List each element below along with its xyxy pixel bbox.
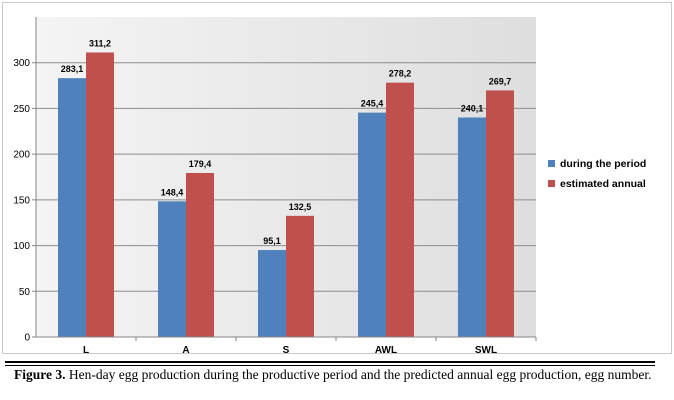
y-tick-label: 50 bbox=[19, 287, 31, 298]
y-tick-label: 250 bbox=[13, 104, 30, 115]
bar bbox=[158, 201, 186, 337]
data-label: 311,2 bbox=[89, 38, 111, 48]
axes: 0 50 100 150 200 250 300 L A S AWL SWL bbox=[13, 17, 537, 353]
data-labels: 283,1 311,2 148,4 179,4 95,1 132,5 245,4 278,2 2… bbox=[61, 38, 512, 246]
bar bbox=[286, 215, 314, 337]
bar bbox=[486, 90, 514, 337]
data-label: 132,5 bbox=[289, 202, 312, 212]
x-tick-label: A bbox=[182, 345, 189, 353]
bar-chart: 283,1 311,2 148,4 179,4 95,1 132,5 245,4 278,2 2… bbox=[13, 17, 646, 353]
y-tick-label: 300 bbox=[13, 58, 30, 69]
legend: during the period estimated annual bbox=[548, 158, 646, 190]
data-label: 95,1 bbox=[263, 236, 281, 246]
data-label: 283,1 bbox=[61, 64, 84, 74]
data-label: 148,4 bbox=[161, 187, 184, 197]
caption-rule-thin bbox=[5, 365, 655, 366]
legend-swatch bbox=[548, 160, 555, 167]
legend-label: estimated annual bbox=[560, 178, 646, 190]
x-tick-label: AWL bbox=[375, 345, 397, 353]
figure-caption: Figure 3. Hen-day egg production during … bbox=[14, 367, 674, 383]
bar bbox=[86, 52, 114, 338]
bar bbox=[458, 117, 486, 337]
bar bbox=[386, 82, 414, 337]
legend-swatch bbox=[548, 180, 555, 187]
legend-label: during the period bbox=[560, 158, 646, 170]
caption-rule-thick bbox=[5, 361, 655, 363]
chart-frame: 283,1 311,2 148,4 179,4 95,1 132,5 245,4 278,2 2… bbox=[2, 2, 672, 354]
data-label: 278,2 bbox=[389, 69, 412, 79]
data-label: 269,7 bbox=[489, 76, 512, 86]
data-label: 179,4 bbox=[189, 159, 212, 169]
y-tick-label: 0 bbox=[24, 333, 30, 344]
bar bbox=[58, 78, 86, 337]
x-tick-label: L bbox=[83, 345, 89, 353]
y-tick-label: 100 bbox=[13, 241, 30, 252]
caption-label: Figure 3. bbox=[14, 367, 66, 382]
bar bbox=[186, 172, 214, 337]
bar bbox=[258, 250, 286, 337]
x-tick-label: S bbox=[283, 345, 290, 353]
caption-text: Hen-day egg production during the produc… bbox=[68, 367, 652, 382]
y-tick-label: 200 bbox=[13, 150, 30, 161]
bars bbox=[58, 52, 514, 338]
x-tick-label: SWL bbox=[475, 345, 497, 353]
data-label: 240,1 bbox=[461, 103, 484, 113]
y-tick-label: 150 bbox=[13, 195, 30, 206]
bar bbox=[358, 112, 386, 338]
data-label: 245,4 bbox=[361, 99, 384, 109]
